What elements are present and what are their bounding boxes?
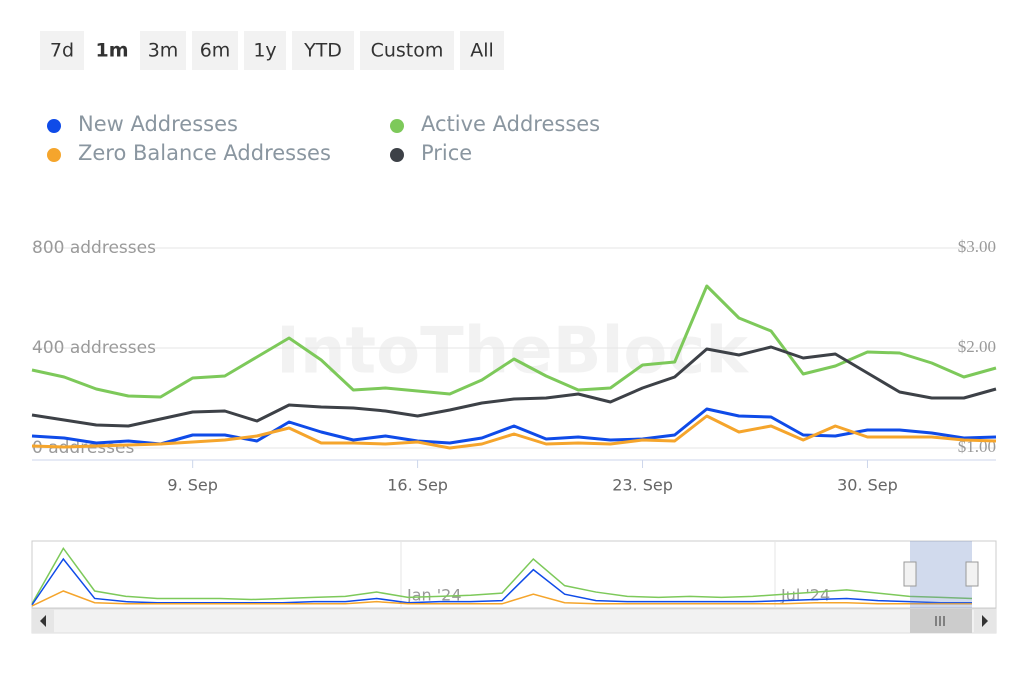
navigator-label: Jul '24: [780, 586, 830, 605]
range-button-label: All: [470, 40, 494, 62]
legend-marker: [390, 148, 404, 162]
range-button[interactable]: [244, 31, 286, 70]
navigator-line: [31, 546, 973, 605]
series-line: [31, 345, 997, 428]
range-button-label: 1m: [95, 40, 128, 62]
range-button[interactable]: [360, 31, 454, 70]
watermark: IntoTheBlock: [276, 315, 749, 389]
legend-marker: [390, 119, 404, 133]
thumb-grip: [935, 616, 945, 626]
y-tick-label: 800 addresses: [32, 238, 156, 258]
scrollbar-track[interactable]: [31, 608, 997, 634]
series-line: [31, 407, 997, 446]
y-tick-label: 400 addresses: [32, 338, 156, 358]
range-button-label: 7d: [50, 40, 74, 62]
scrollbar-thumb[interactable]: [910, 609, 972, 633]
range-button-label: Custom: [371, 40, 444, 62]
legend-marker: [47, 148, 61, 162]
range-button[interactable]: [40, 31, 84, 70]
range-button-label: 6m: [200, 40, 231, 62]
legend: New Addresses Zero Balance Addresses Activ…: [47, 112, 600, 165]
navigator: [31, 546, 973, 607]
legend-label[interactable]: Price: [421, 141, 472, 165]
x-tick-label: 30. Sep: [837, 476, 898, 495]
navigator-label: Jan '24: [406, 586, 462, 605]
legend-label[interactable]: Zero Balance Addresses: [78, 141, 331, 165]
navigator-window[interactable]: [910, 541, 972, 608]
arrow-left: [40, 615, 46, 627]
x-tick-label: 9. Sep: [167, 476, 218, 495]
range-button[interactable]: [192, 31, 238, 70]
y2-tick-label: $3.00: [958, 237, 996, 256]
range-button-label: 3m: [148, 40, 179, 62]
navigator-handle[interactable]: [965, 561, 979, 587]
range-button-label: 1y: [253, 40, 276, 62]
series-line: [31, 284, 997, 399]
navigator-line: [31, 557, 972, 606]
arrow-right: [982, 615, 988, 627]
range-button[interactable]: [292, 31, 354, 70]
range-selector: 7d 1m 3m 6m 1y YTD Custom All: [40, 31, 504, 70]
navigator-frame: [31, 540, 997, 609]
range-button[interactable]: [90, 31, 134, 70]
legend-label[interactable]: New Addresses: [78, 112, 238, 136]
y2-tick-label: $2.00: [958, 337, 996, 356]
legend-label[interactable]: Active Addresses: [421, 112, 600, 136]
range-button[interactable]: [460, 31, 504, 70]
x-tick-label: 16. Sep: [387, 476, 448, 495]
navigator-line: [31, 590, 972, 607]
range-button-label: YTD: [303, 40, 342, 62]
legend-marker: [47, 119, 61, 133]
navigator-handle[interactable]: [903, 561, 917, 587]
x-tick-label: 23. Sep: [612, 476, 673, 495]
range-button[interactable]: [140, 31, 186, 70]
series-line: [31, 414, 997, 450]
